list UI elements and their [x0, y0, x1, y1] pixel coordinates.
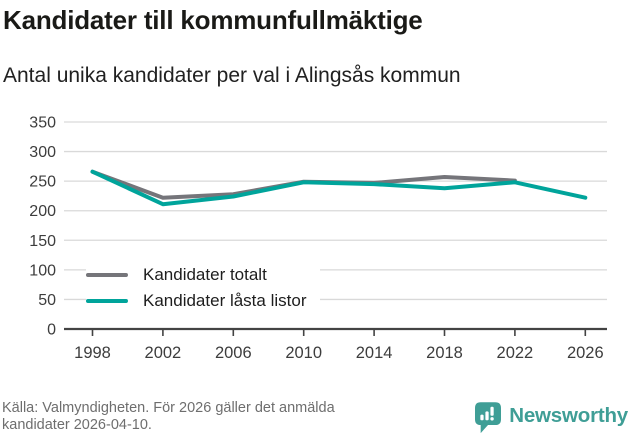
x-tick-label: 2014	[356, 344, 393, 362]
chart-legend: Kandidater totalt Kandidater låsta listo…	[86, 260, 321, 316]
newsworthy-wordmark: Newsworthy	[509, 404, 628, 427]
x-tick-label: 2022	[497, 344, 534, 362]
y-tick-label: 50	[38, 292, 56, 309]
legend-label-totalt: Kandidater totalt	[143, 265, 267, 284]
y-tick-label: 150	[29, 233, 56, 250]
chart-subtitle: Antal unika kandidater per val i Alingså…	[3, 64, 461, 87]
series-line-0	[90, 169, 517, 200]
chart-title: Kandidater till kommunfullmäktige	[3, 5, 423, 35]
y-tick-label: 300	[29, 144, 56, 161]
y-tick-label: 100	[29, 262, 56, 279]
legend-label-lasta-listor: Kandidater låsta listor	[143, 291, 307, 310]
legend-item-kandidater-totalt: Kandidater totalt	[86, 262, 306, 288]
source-note: Källa: Valmyndigheten. För 2026 gäller d…	[2, 400, 335, 433]
legend-swatch-totalt	[86, 273, 128, 277]
x-tick-label: 2006	[215, 344, 252, 362]
line-chart-canvas: 0 50 100 150 200 250 300 350 1998 2002 2006 2010 201…	[29, 115, 607, 362]
x-tick-label: 2002	[145, 344, 182, 362]
x-tick-label: 1998	[74, 344, 111, 362]
series-line-1	[90, 169, 588, 207]
newsworthy-logo: Newsworthy	[475, 402, 628, 435]
legend-item-kandidater-lasta-listor: Kandidater låsta listor	[86, 288, 306, 314]
newsworthy-bar-chart-icon	[475, 402, 502, 434]
y-tick-label: 200	[29, 203, 56, 220]
y-tick-label: 250	[29, 174, 56, 191]
y-tick-label: 350	[29, 115, 56, 132]
x-tick-label: 2018	[426, 344, 463, 362]
y-tick-label: 0	[47, 322, 56, 339]
x-tick-label: 2010	[285, 344, 322, 362]
legend-swatch-lasta-listor	[86, 299, 128, 303]
x-tick-label: 2026	[567, 344, 604, 362]
